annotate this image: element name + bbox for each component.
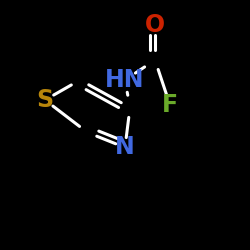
- Text: O: O: [145, 13, 165, 37]
- Text: N: N: [115, 136, 135, 160]
- Text: HN: HN: [105, 68, 145, 92]
- Text: S: S: [36, 88, 54, 112]
- Text: F: F: [162, 93, 178, 117]
